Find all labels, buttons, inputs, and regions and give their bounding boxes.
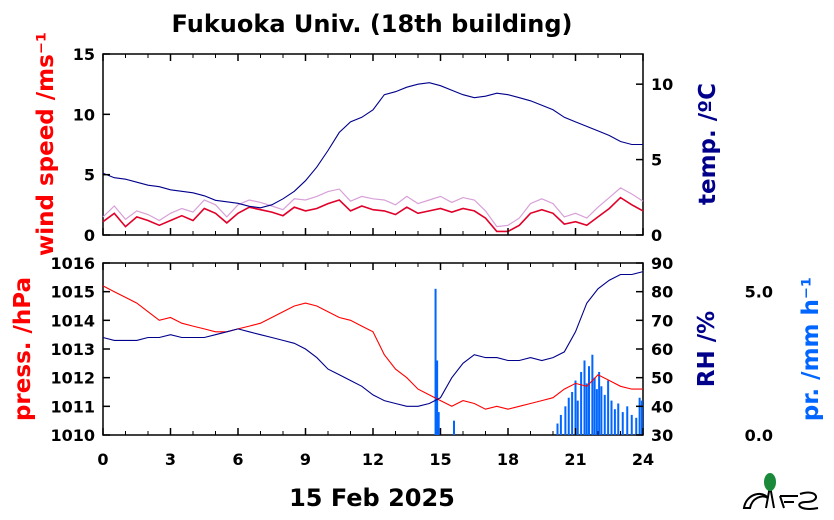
humidity-line (102, 271, 644, 407)
precip-bar (564, 406, 567, 435)
right-tick-label: 90 (651, 254, 673, 273)
left-tick-label: 5 (84, 166, 95, 185)
precip-bar (588, 366, 590, 435)
gust-line (102, 187, 644, 228)
precip-tick-label: 5.0 (745, 283, 773, 302)
pressure-axis-label: press. /hPa (10, 277, 36, 421)
x-tick-label: 12 (362, 450, 384, 469)
left-tick-label: 0 (84, 226, 95, 245)
precip-bar (640, 400, 643, 435)
x-tick-label: 18 (497, 450, 519, 469)
temperature-line (102, 82, 643, 209)
x-tick-label: 9 (300, 450, 311, 469)
precip-bar (598, 371, 601, 435)
precip-bar (638, 397, 641, 435)
right-tick-label: 0 (651, 226, 662, 245)
x-tick-label: 24 (632, 450, 654, 469)
humidity-axis-ticks: 30 40 50 60 70 80 90 (636, 254, 673, 445)
precip-bar (595, 389, 598, 435)
precip-bar (585, 383, 588, 435)
humidity-axis-label: RH /% (694, 311, 720, 387)
precip-bar (583, 360, 586, 435)
temp-axis-ticks: 0 5 10 (636, 75, 673, 245)
right-tick-label: 5 (651, 151, 662, 170)
right-tick-label: 50 (651, 369, 673, 388)
precip-bar (613, 409, 616, 435)
left-tick-label: 1016 (50, 254, 95, 273)
x-tick-label: 15 (429, 450, 451, 469)
precip-bar (591, 354, 594, 435)
right-tick-label: 80 (651, 283, 673, 302)
fukuoka-univ-logo-icon (742, 473, 819, 510)
time-axis-ticks: 0 3 6 9 12 15 18 21 24 (97, 450, 654, 469)
precip-bar (556, 423, 559, 435)
precip-bar (437, 412, 440, 435)
bottom-panel-frame (102, 262, 644, 436)
top-panel-marks (102, 54, 644, 235)
precip-bar (607, 380, 610, 435)
right-tick-label: 40 (651, 397, 673, 416)
precip-bar (559, 414, 562, 435)
precip-bar (630, 414, 633, 435)
precip-bar (576, 400, 579, 435)
precip-bar (626, 406, 629, 435)
left-tick-label: 1014 (50, 311, 95, 330)
precip-bar (436, 360, 439, 435)
mean-line (102, 196, 644, 233)
precip-bar (617, 403, 620, 435)
precip-bar (453, 420, 455, 435)
precip-bar (593, 377, 596, 435)
wind-axis-ticks: 0 5 10 15 (73, 45, 110, 245)
wind-temperature-panel: 0 5 10 15 0 5 10 wind speed /ms⁻¹ temp. /ºC (33, 32, 721, 256)
pressure-axis-ticks: 1010 1011 1012 1013 1014 1015 1016 (50, 254, 110, 445)
precip-bar (621, 412, 624, 435)
left-tick-label: 1010 (50, 426, 95, 445)
bottom-panel-marks (102, 263, 644, 435)
left-tick-label: 1012 (50, 369, 95, 388)
pressure-line (102, 285, 643, 410)
x-tick-label: 21 (564, 450, 586, 469)
precip-bar (600, 386, 603, 435)
left-tick-label: 1015 (50, 283, 95, 302)
right-tick-label: 70 (651, 311, 673, 330)
precip-tick-label: 0.0 (745, 426, 773, 445)
x-tick-label: 6 (232, 450, 243, 469)
x-tick-label: 0 (97, 450, 108, 469)
precip-axis-ticks: 0.0 5.0 (745, 283, 773, 445)
wind-axis-label: wind speed /ms⁻¹ (33, 32, 59, 256)
precip-axis-label: pr. /mm h⁻¹ (798, 277, 824, 421)
precip-bar (610, 400, 613, 435)
temp-axis-label: temp. /ºC (695, 83, 721, 205)
right-tick-label: 30 (651, 426, 673, 445)
left-tick-label: 1011 (50, 397, 95, 416)
top-panel-frame (102, 53, 644, 236)
right-tick-label: 10 (651, 75, 673, 94)
precip-bar (571, 392, 574, 435)
precip-bar (574, 380, 577, 435)
precip-bar (603, 394, 606, 435)
left-tick-label: 1013 (50, 340, 95, 359)
precip-bar (580, 371, 583, 435)
precip-bar (567, 397, 570, 435)
right-tick-label: 60 (651, 340, 673, 359)
date-label: 15 Feb 2025 (289, 484, 455, 512)
precip-bar (434, 288, 437, 435)
precip-bar (635, 417, 638, 435)
chart-title: Fukuoka Univ. (18th building) (172, 10, 573, 38)
left-tick-label: 10 (73, 105, 95, 124)
x-tick-label: 3 (165, 450, 176, 469)
left-tick-label: 15 (73, 45, 95, 64)
